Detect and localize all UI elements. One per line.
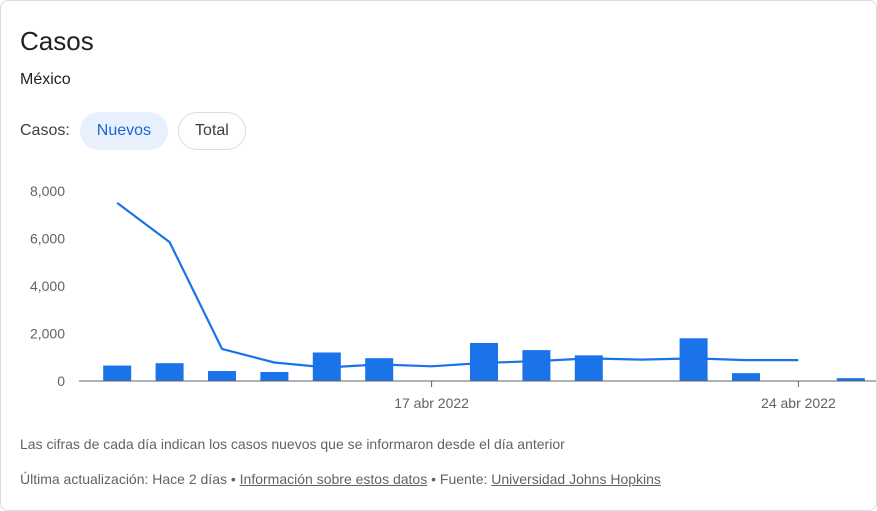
y-axis: 0 2,000 4,000 6,000 8,000 — [30, 183, 65, 389]
bar — [155, 363, 184, 381]
y-tick-label: 0 — [57, 373, 65, 389]
y-tick-label: 6,000 — [30, 231, 65, 247]
y-tick-label: 8,000 — [30, 183, 65, 199]
y-tick-label: 4,000 — [30, 278, 65, 294]
bar — [732, 373, 760, 381]
card-title: Casos — [20, 26, 94, 56]
chart-note: Las cifras de cada día indican los casos… — [20, 436, 565, 452]
bar — [365, 358, 394, 381]
tab-total[interactable]: Total — [178, 112, 246, 150]
x-tick-label: 24 abr 2022 — [761, 395, 836, 411]
footer-source-label: • Fuente: — [427, 471, 492, 487]
bar — [836, 378, 865, 381]
bar — [208, 371, 236, 381]
x-tick-label: 17 abr 2022 — [394, 395, 469, 411]
y-tick-label: 2,000 — [30, 326, 65, 342]
bar — [522, 350, 551, 381]
case-type-tabs: Casos: Nuevos Total — [20, 111, 256, 151]
bar — [103, 365, 132, 381]
line-series — [116, 202, 799, 369]
average-line — [116, 202, 799, 369]
bar — [260, 371, 289, 381]
source-link[interactable]: Universidad Johns Hopkins — [491, 471, 661, 487]
info-link[interactable]: Información sobre estos datos — [239, 471, 428, 487]
x-axis: 17 abr 2022 24 abr 2022 — [79, 380, 876, 411]
tab-nuevos[interactable]: Nuevos — [79, 112, 169, 150]
footer-updated: Última actualización: Hace 2 días • — [20, 471, 240, 487]
tabs-label: Casos: — [20, 122, 70, 139]
card-subtitle: México — [20, 71, 71, 88]
footer: Última actualización: Hace 2 días • Info… — [20, 470, 661, 488]
cases-chart[interactable]: 0 2,000 4,000 6,000 8,000 17 abr 2022 24 abr … — [1, 171, 876, 421]
